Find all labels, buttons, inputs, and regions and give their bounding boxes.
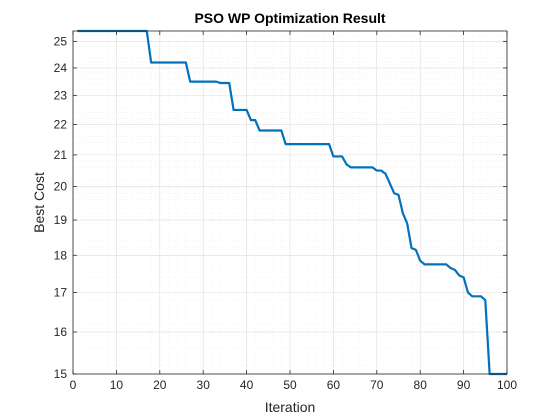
y-tick-label: 21	[54, 148, 68, 162]
y-tick-label: 16	[54, 325, 68, 339]
x-axis-label: Iteration	[265, 399, 316, 415]
y-tick-label: 17	[54, 285, 68, 299]
y-tick-label: 19	[54, 213, 68, 227]
ticks: 0 10 20 30 40 50 60 70 80 90 100 15 16 17 18 19 20 21 22 23…	[54, 31, 517, 392]
x-tick-label: 80	[414, 378, 428, 392]
x-tick-label: 100	[497, 378, 517, 392]
y-tick-label: 23	[54, 89, 68, 103]
y-tick-label: 15	[54, 367, 68, 381]
x-tick-label: 60	[327, 378, 341, 392]
x-tick-label: 70	[370, 378, 384, 392]
x-tick-label: 0	[70, 378, 77, 392]
y-axis-label: Best Cost	[31, 172, 47, 233]
y-tick-label: 18	[54, 248, 68, 262]
y-tick-label: 24	[54, 61, 68, 75]
y-tick-label: 20	[54, 180, 68, 194]
x-tick-label: 90	[457, 378, 471, 392]
chart-title: PSO WP Optimization Result	[194, 10, 385, 26]
x-tick-label: 40	[240, 378, 254, 392]
y-tick-label: 22	[54, 118, 68, 132]
series-line-best-cost	[77, 29, 507, 376]
x-tick-label: 50	[283, 378, 297, 392]
series-layer	[77, 29, 507, 376]
y-tick-label: 25	[54, 34, 68, 48]
x-tick-label: 20	[153, 378, 167, 392]
x-tick-label: 10	[110, 378, 124, 392]
x-tick-label: 30	[197, 378, 211, 392]
